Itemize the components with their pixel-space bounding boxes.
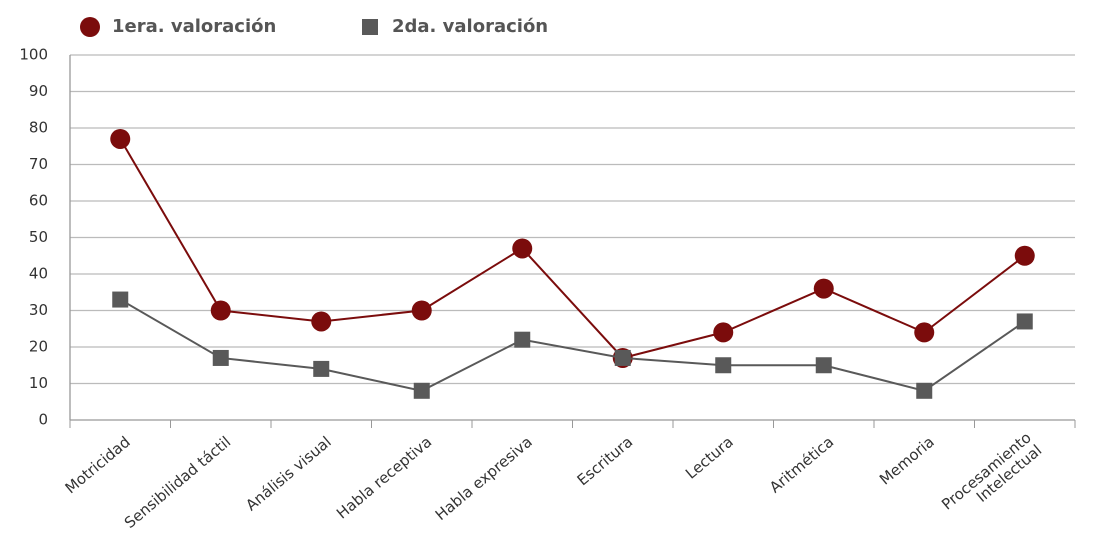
point (112, 291, 129, 308)
x-tick-label: Escritura (574, 433, 637, 490)
y-tick-label: 40 (29, 265, 48, 283)
point (713, 322, 734, 343)
point (212, 349, 229, 366)
point (914, 322, 935, 343)
point (614, 349, 631, 366)
x-tick-label: Análisis visual (242, 433, 334, 515)
point (514, 331, 531, 348)
y-tick-label: 90 (29, 82, 48, 100)
point (411, 300, 432, 321)
point (512, 238, 533, 259)
point (815, 357, 832, 374)
legend-marker (362, 19, 378, 35)
y-tick-label: 100 (19, 46, 48, 64)
series-line (119, 138, 1026, 360)
point (313, 360, 330, 377)
x-tick-label: Motricidad (62, 433, 134, 498)
legend-label: 2da. valoración (392, 16, 548, 37)
legend-marker (80, 17, 100, 37)
point (210, 300, 231, 321)
series-line (119, 298, 1026, 392)
point (413, 382, 430, 399)
point (1014, 245, 1035, 266)
x-tick-label: ProcesamientoIntelectual (938, 428, 1045, 526)
x-tick-label: Memoria (876, 433, 938, 489)
x-tick-label: Habla expresiva (432, 433, 536, 524)
point (715, 357, 732, 374)
y-tick-label: 20 (29, 338, 48, 356)
y-tick-label: 60 (29, 192, 48, 210)
x-tick-label: Habla receptiva (333, 433, 435, 523)
point (311, 311, 332, 332)
point (813, 278, 834, 299)
point (916, 382, 933, 399)
y-tick-label: 70 (29, 155, 48, 173)
point (1016, 313, 1033, 330)
x-tick-label: Sensibilidad táctil (121, 433, 234, 532)
y-tick-label: 10 (29, 374, 48, 392)
x-tick-label: Aritmética (766, 433, 837, 497)
legend-label: 1era. valoración (112, 16, 276, 37)
point (110, 128, 131, 149)
x-tick-label: Lectura (682, 433, 737, 483)
y-tick-label: 80 (29, 119, 48, 137)
y-tick-label: 0 (38, 411, 48, 429)
y-tick-label: 50 (29, 228, 48, 246)
y-tick-label: 30 (29, 301, 48, 319)
